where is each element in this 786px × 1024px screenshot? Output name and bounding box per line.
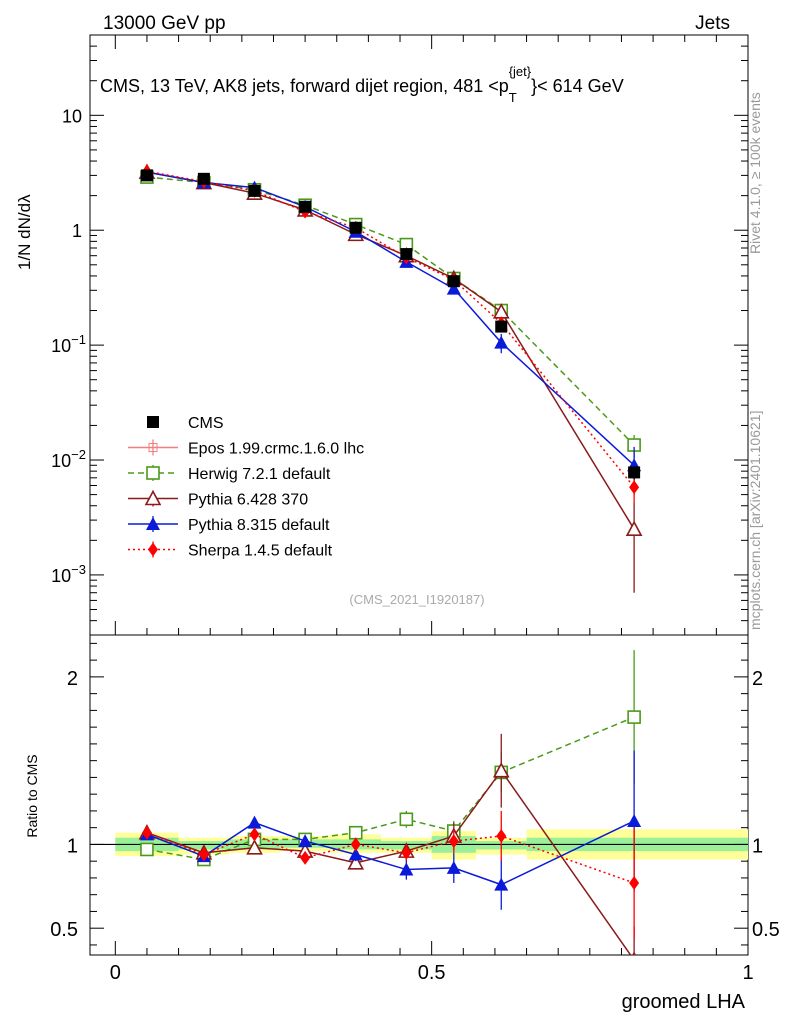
- ratio-point: [140, 842, 154, 857]
- data-point: [400, 248, 413, 261]
- legend-label: Pythia 6.428 370: [188, 492, 308, 509]
- ratio-point: [632, 951, 637, 955]
- ratio-line: [146, 831, 635, 884]
- ratio-y-tick-label: 0.5: [752, 919, 780, 941]
- ratio-point: [629, 875, 640, 890]
- ratio-point: [399, 862, 414, 876]
- ratio-point: [298, 834, 313, 848]
- x-tick-label: 1: [742, 962, 753, 984]
- ratio-point: [496, 829, 507, 844]
- data-point: [447, 275, 460, 288]
- ratio-frame: [89, 634, 749, 956]
- legend-label: Herwig 7.2.1 default: [188, 466, 331, 483]
- ratio-ylabel: Ratio to CMS: [24, 754, 40, 837]
- ratio-panel: 0 0.5 1 0.5 0.5 1 1 2 2: [50, 634, 780, 984]
- data-point: [197, 172, 210, 185]
- ratio-point: [348, 825, 363, 840]
- y-tick-label: 10−3: [51, 562, 86, 586]
- series-line: [146, 176, 635, 446]
- ratio-point: [401, 845, 412, 860]
- ratio-point: [399, 812, 414, 827]
- ratio-point: [492, 762, 510, 778]
- ratio-point: [141, 825, 152, 840]
- series-cms: [140, 169, 641, 480]
- data-point: [494, 335, 509, 349]
- y-tick-label: 10−1: [51, 332, 86, 356]
- ratio-point: [350, 837, 361, 852]
- legend-marker: [146, 466, 160, 480]
- legend-marker: [144, 489, 162, 506]
- ratio-point: [198, 847, 209, 862]
- ratio-data: [138, 650, 642, 955]
- ratio-point: [247, 815, 262, 829]
- ratio-point: [348, 847, 363, 861]
- data-point: [248, 184, 261, 197]
- x-tick-label: 0: [110, 962, 121, 984]
- ratio-y-tick-label: 1: [752, 835, 763, 857]
- ratio-point: [448, 834, 459, 849]
- data-point: [349, 221, 362, 234]
- legend-marker: [148, 542, 158, 557]
- svg-text:1/N dN/dλ: 1/N dN/dλ: [15, 194, 34, 270]
- legend-label: Sherpa 1.4.5 default: [188, 543, 333, 560]
- data-point: [629, 480, 640, 495]
- data-point: [625, 520, 643, 536]
- rivet-label: Rivet 4.1.0, ≥ 100k events: [747, 92, 763, 254]
- ratio-series-pythia: [138, 733, 637, 955]
- legend-marker-cross: [149, 443, 157, 452]
- ratio-y-tick-label: 2: [752, 668, 763, 690]
- legend-marker: [147, 416, 159, 428]
- ratio-point: [300, 850, 311, 865]
- ratio-y-tick-label: 0.5: [50, 919, 78, 941]
- header-right: Jets: [695, 13, 730, 34]
- watermark: (CMS_2021_I1920187): [349, 592, 484, 607]
- mcplots-label: mcplots.cern.ch [arXiv:2401.10621]: [747, 411, 763, 630]
- main-data: [138, 163, 643, 593]
- series-line: [146, 170, 635, 488]
- ratio-series-sherpa: [141, 810, 640, 939]
- legend: CMS Epos 1.99.crmc.1.6.0 lhc Herwig 7.2.1 …: [128, 415, 364, 560]
- ratio-y-tick-label: 2: [67, 668, 78, 690]
- ratio-point: [494, 877, 509, 891]
- legend-marker: [146, 517, 160, 530]
- y-tick-label: 10: [62, 106, 82, 126]
- ratio-point: [446, 860, 461, 874]
- main-panel: 10−3 10−2 10−1 1 10: [51, 34, 749, 636]
- legend-label: Pythia 8.315 default: [188, 517, 330, 534]
- legend-label: CMS: [188, 415, 224, 432]
- y-tick-label: 10−2: [51, 447, 86, 471]
- ratio-point: [347, 854, 365, 870]
- data-point: [446, 281, 461, 295]
- legend-label: Epos 1.99.crmc.1.6.0 lhc: [188, 441, 364, 458]
- ratio-point: [627, 710, 641, 724]
- header-left: 13000 GeV pp: [103, 13, 226, 34]
- data-point: [299, 200, 312, 213]
- ratio-point: [246, 839, 263, 855]
- ratio-point: [249, 827, 260, 842]
- x-tick-label: 0.5: [418, 962, 446, 984]
- ratio-point: [627, 813, 642, 827]
- x-axis-label: groomed LHA: [622, 991, 746, 1013]
- data-point: [140, 169, 153, 182]
- plot-title: CMS, 13 TeV, AK8 jets, forward dijet reg…: [100, 64, 624, 105]
- ratio-y-tick-label: 1: [67, 835, 78, 857]
- data-point: [495, 320, 508, 333]
- main-ylabel: 1/N dN/dλ: [15, 194, 34, 270]
- data-point: [628, 466, 641, 479]
- y-tick-label: 1: [72, 221, 82, 241]
- legend-marker: [148, 443, 158, 452]
